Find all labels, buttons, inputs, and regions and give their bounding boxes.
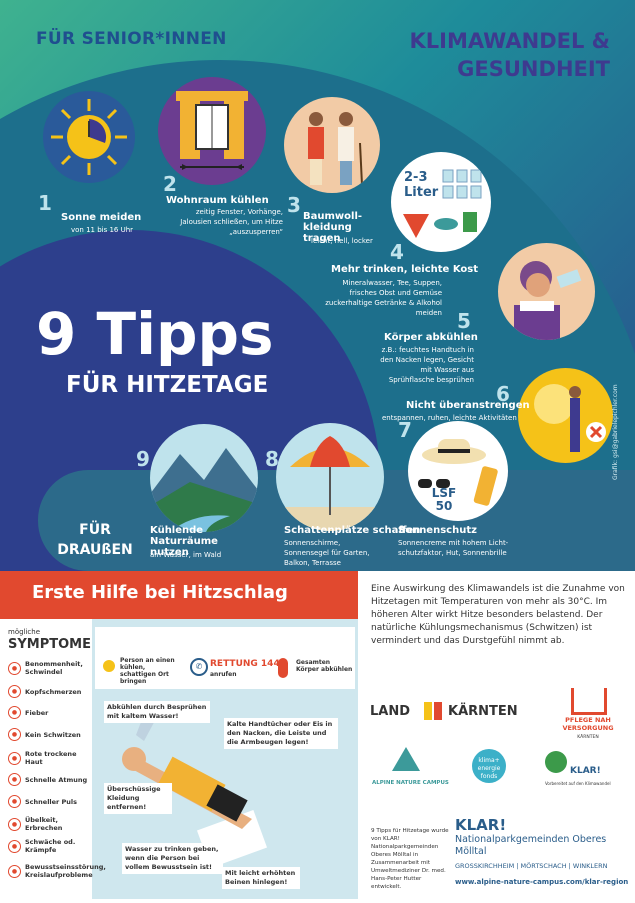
credit-note: 9 Tipps für Hitzetage wurde von KLAR! Na… [371,828,449,890]
seniors-clothing-icon [284,97,380,193]
mountain-logo-icon [392,747,420,771]
symptom-item: ● Rote trockene Haut [8,750,94,766]
symptom-icon: ● [8,773,21,786]
tip-1-title: Sonne meiden [61,212,142,223]
first-aid-steps [95,627,355,689]
symptom-icon: ● [8,751,21,765]
land-logo-right: KÄRNTEN [448,704,518,719]
emergency-number: RETTUNG 144 [210,659,280,669]
symptom-item: ● Schnelle Atmung [8,773,94,786]
land-logo-left: LAND [370,704,411,719]
house-heart-icon [571,688,607,715]
umbrella-icon [276,423,384,531]
audience-label: FÜR SENIOR*INNEN [36,29,227,49]
no-exertion-icon [518,368,613,463]
hero-title: 9 Tipps [36,300,274,368]
klar-logo-icon [545,751,567,773]
symptom-item: ● Benommenheit, Schwindel [8,660,94,676]
tip-2-title: Wohnraum kühlen [166,195,269,206]
symptom-item: ● Kein Schwitzen [8,728,94,741]
spf-badge: LSF 50 [431,486,457,513]
tip-8-title: Schattenplätze schaffen [284,525,421,536]
symptom-item: ● Bewusstseinsstörung, Kreislaufprobleme [8,863,106,879]
tip-4-title: Mehr trinken, leichte Kost [331,264,478,275]
klima-fonds-logo: klima+ energie fonds [472,749,506,783]
thermometer-icon [278,658,288,678]
outdoor-label: FÜR DRAUßEN [57,522,133,558]
symptom-icon: ● [8,864,21,878]
water-food-icon [391,152,491,252]
symptom-icon: ● [8,706,21,719]
symptom-icon: ● [8,839,21,853]
website-link[interactable]: www.alpine-nature-campus.com/klar-region [455,878,629,886]
symptom-icon: ● [8,685,21,698]
phone-icon: ✆ [190,658,208,676]
window-icon [158,77,266,185]
hero-subtitle: FÜR HITZETAGE [66,372,269,398]
tip-5-title: Körper abkühlen [384,332,478,343]
sun-protection-icon [408,421,508,521]
symptoms-heading: SYMPTOME [8,637,91,652]
symptom-icon: ● [8,728,21,741]
tip-3-title: Baumwoll- kleidung tragen [303,211,363,244]
liters-badge: 2-3 Liter [404,170,439,200]
sun-clock-icon [43,91,135,183]
intro-text: Eine Auswirkung des Klimawandels ist die… [371,584,625,646]
first-aid-banner [0,571,358,619]
land-logo-flag [424,702,432,720]
tip-6-title: Nicht überanstrengen [406,400,530,411]
tip-9-title: Kühlende Naturräume nutzen [150,525,218,558]
tip-7-title: Sonnenschutz [398,525,477,536]
cooling-body-icon [498,243,595,340]
symptom-item: ● Fieber [8,706,94,719]
page-title: KLIMAWANDEL & GESUNDHEIT [409,29,610,81]
symptom-icon: ● [8,795,21,808]
symptom-item: ● Schwäche od. Krämpfe [8,838,94,854]
symptom-icon: ● [8,817,21,831]
symptom-icon: ● [8,661,21,675]
first-aid-title: Erste Hilfe bei Hitzschlag [32,582,288,603]
symptom-item: ● Kopfschmerzen [8,685,94,698]
symptom-item: ● Übelkeit, Erbrechen [8,816,94,832]
symptom-item: ● Schneller Puls [8,795,94,808]
nature-icon [150,424,258,532]
sun-icon [103,660,115,672]
graphic-credit: Grafik: gsi@gabrielepichler.com [612,384,619,480]
klar-title: KLAR! [455,816,507,834]
